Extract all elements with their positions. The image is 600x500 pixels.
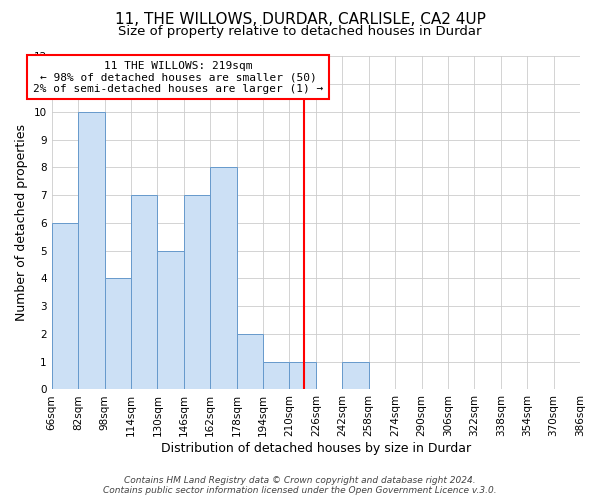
Bar bbox=[184, 195, 210, 390]
Bar bbox=[157, 250, 184, 390]
X-axis label: Distribution of detached houses by size in Durdar: Distribution of detached houses by size … bbox=[161, 442, 471, 455]
Text: Size of property relative to detached houses in Durdar: Size of property relative to detached ho… bbox=[118, 25, 482, 38]
Bar bbox=[131, 195, 157, 390]
Bar bbox=[52, 223, 78, 390]
Bar bbox=[236, 334, 263, 390]
Text: 11 THE WILLOWS: 219sqm
← 98% of detached houses are smaller (50)
2% of semi-deta: 11 THE WILLOWS: 219sqm ← 98% of detached… bbox=[33, 60, 323, 94]
Bar bbox=[342, 362, 368, 390]
Bar bbox=[210, 168, 236, 390]
Y-axis label: Number of detached properties: Number of detached properties bbox=[15, 124, 28, 322]
Text: Contains HM Land Registry data © Crown copyright and database right 2024.
Contai: Contains HM Land Registry data © Crown c… bbox=[103, 476, 497, 495]
Bar bbox=[263, 362, 289, 390]
Bar bbox=[289, 362, 316, 390]
Bar bbox=[78, 112, 104, 390]
Text: 11, THE WILLOWS, DURDAR, CARLISLE, CA2 4UP: 11, THE WILLOWS, DURDAR, CARLISLE, CA2 4… bbox=[115, 12, 485, 28]
Bar bbox=[104, 278, 131, 390]
